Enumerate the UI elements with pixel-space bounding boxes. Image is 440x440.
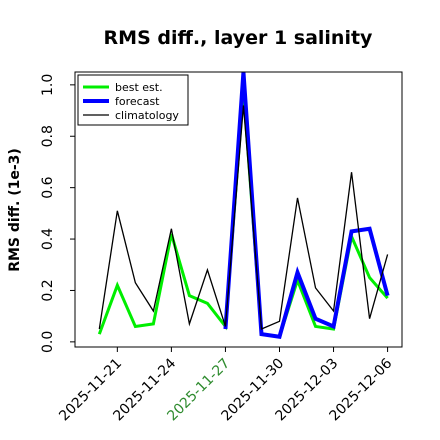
y-tick-label: 0.4 xyxy=(40,228,56,250)
y-tick-label: 0.6 xyxy=(40,176,56,198)
plot-area xyxy=(97,72,390,339)
plot-frame xyxy=(74,71,403,348)
legend-label: forecast xyxy=(115,95,160,108)
legend-label: climatology xyxy=(115,109,179,122)
y-tick-label: 0.8 xyxy=(40,125,56,147)
y-axis-label: RMS diff. (1e-3) xyxy=(7,148,23,272)
chart-title: RMS diff., layer 1 salinity xyxy=(104,27,374,49)
legend-label: best est. xyxy=(115,81,163,94)
series-line-climatology xyxy=(98,105,389,330)
y-tick-label: 0.2 xyxy=(40,279,56,301)
series-line-forecast xyxy=(223,72,390,339)
y-tick-label: 1.0 xyxy=(40,74,56,96)
y-tick-label: 0.0 xyxy=(40,331,56,353)
series-line-best-est- xyxy=(97,89,389,339)
